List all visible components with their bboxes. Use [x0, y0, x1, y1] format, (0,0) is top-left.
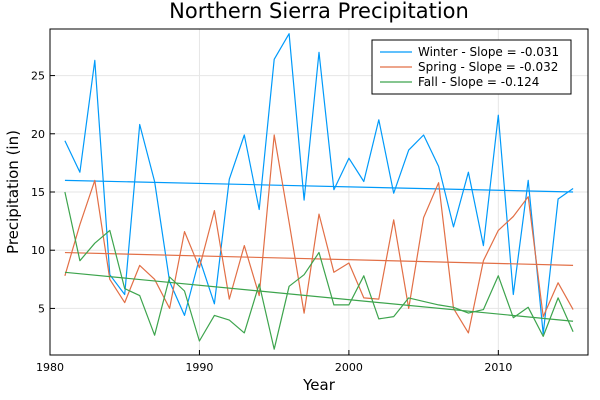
ticks: 1980 1990 2000 2010 5 10 15 20 25	[31, 70, 512, 374]
trend-line	[64, 251, 574, 266]
legend-box	[371, 39, 572, 95]
legend-entry: Winter - Slope = -0.031	[418, 45, 559, 59]
y-tick-label: 5	[38, 302, 45, 315]
trend-line	[64, 179, 574, 193]
y-tick-label: 20	[31, 128, 45, 141]
x-axis-label: Year	[302, 376, 336, 394]
y-axis-label: Precipitation (in)	[4, 130, 22, 254]
series-line	[64, 191, 574, 350]
series-layer	[64, 33, 574, 350]
legend-entry: Spring - Slope = -0.032	[418, 60, 558, 74]
y-tick-label: 25	[31, 70, 45, 83]
y-tick-label: 10	[31, 244, 45, 257]
series-line	[64, 134, 574, 334]
x-tick-label: 2000	[335, 361, 363, 374]
trend-line	[64, 271, 574, 322]
series-line	[64, 33, 574, 335]
x-tick-label: 2010	[484, 361, 512, 374]
y-tick-label: 15	[31, 186, 45, 199]
x-tick-label: 1990	[185, 361, 213, 374]
x-tick-label: 1980	[36, 361, 64, 374]
chart-title: Northern Sierra Precipitation	[169, 0, 469, 23]
legend-entry: Fall - Slope = -0.124	[418, 75, 539, 89]
